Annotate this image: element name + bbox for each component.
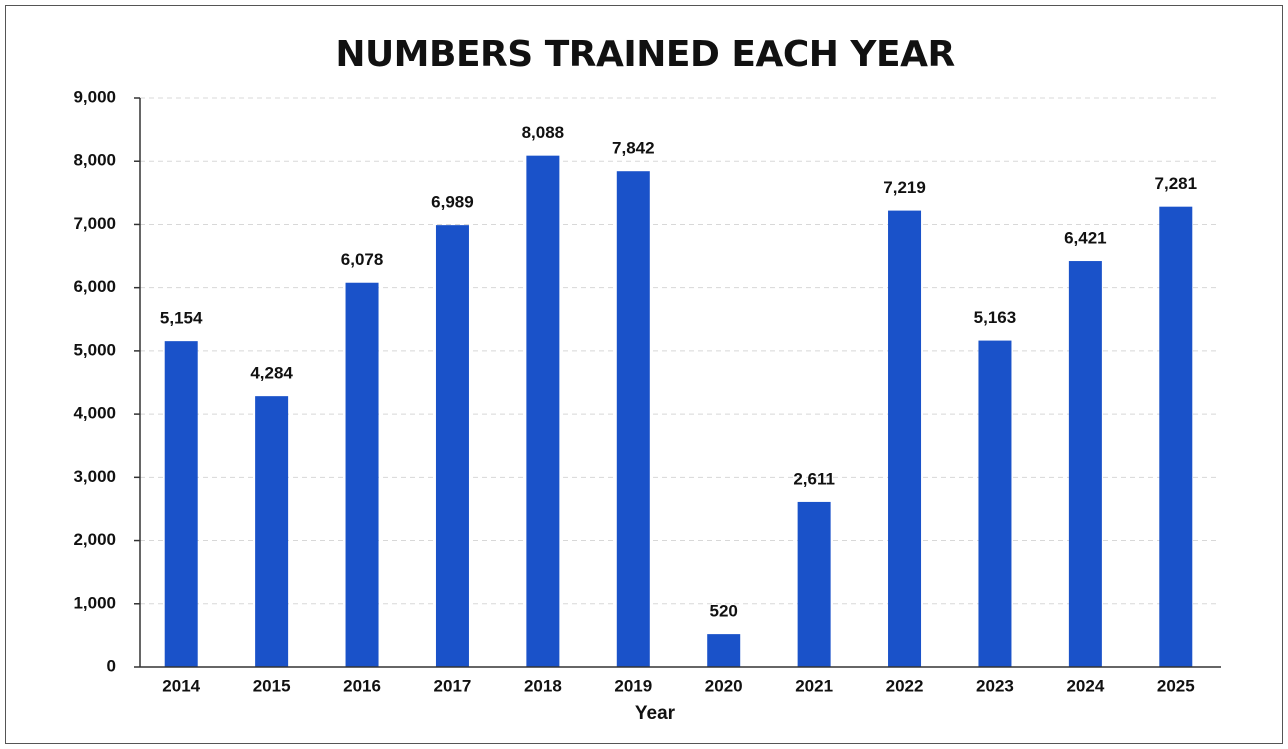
value-label: 7,219 — [883, 178, 926, 197]
y-tick-label: 5,000 — [73, 340, 116, 359]
value-label: 6,989 — [431, 193, 474, 212]
y-tick-label: 7,000 — [73, 214, 116, 233]
x-tick-label: 2019 — [614, 676, 652, 695]
frame — [5, 5, 1283, 744]
x-tick-label: 2017 — [434, 676, 472, 695]
bar — [255, 396, 289, 667]
x-tick-label: 2015 — [253, 676, 291, 695]
bar — [435, 225, 469, 667]
x-tick-label: 2018 — [524, 676, 562, 695]
value-label: 5,154 — [160, 309, 203, 328]
y-tick-label: 9,000 — [73, 87, 116, 106]
value-label: 6,421 — [1064, 229, 1107, 248]
bar — [797, 501, 831, 667]
value-label: 520 — [710, 602, 738, 621]
y-tick-label: 1,000 — [73, 593, 116, 612]
y-tick-label: 0 — [107, 656, 116, 675]
x-tick-label: 2025 — [1157, 676, 1195, 695]
chart-title: NUMBERS TRAINED EACH YEAR — [335, 34, 954, 75]
bar — [526, 155, 560, 667]
y-tick-label: 8,000 — [73, 151, 116, 170]
bar — [707, 634, 741, 667]
x-tick-label: 2023 — [976, 676, 1014, 695]
y-tick-label: 2,000 — [73, 530, 116, 549]
x-axis-label: Year — [635, 703, 676, 724]
bar — [888, 210, 922, 668]
value-label: 7,281 — [1155, 174, 1198, 193]
value-label: 2,611 — [793, 469, 835, 488]
bar — [1159, 206, 1193, 667]
y-tick-label: 3,000 — [73, 467, 116, 486]
x-tick-label: 2020 — [705, 676, 743, 695]
bar — [1068, 261, 1102, 667]
bar — [345, 282, 379, 667]
y-tick-label: 4,000 — [73, 404, 116, 423]
bar — [164, 341, 198, 667]
value-label: 8,088 — [522, 123, 565, 142]
x-tick-label: 2024 — [1066, 676, 1104, 695]
value-label: 6,078 — [341, 250, 384, 269]
x-tick-label: 2021 — [795, 676, 833, 695]
value-label: 7,842 — [612, 139, 655, 158]
value-label: 4,284 — [250, 364, 293, 383]
x-tick-label: 2022 — [886, 676, 924, 695]
bar — [616, 171, 650, 667]
x-tick-label: 2014 — [162, 676, 200, 695]
bar — [978, 340, 1012, 667]
value-label: 5,163 — [974, 308, 1017, 327]
x-tick-label: 2016 — [343, 676, 381, 695]
y-tick-label: 6,000 — [73, 277, 116, 296]
